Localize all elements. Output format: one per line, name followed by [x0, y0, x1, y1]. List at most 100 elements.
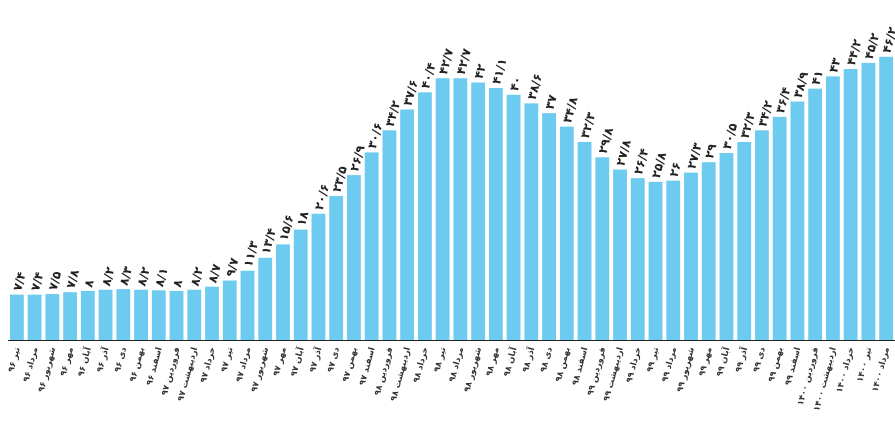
x-tick-label-14: شهریور ۹۷ — [250, 346, 272, 393]
x-tick-label-42: دی ۹۹ — [752, 346, 768, 374]
bar-17 — [311, 213, 326, 340]
bar-16 — [293, 229, 308, 340]
bar-42 — [755, 130, 769, 340]
data-label-24: ۴۲/۷ — [436, 46, 457, 76]
x-tick-label-6: دی ۹۶ — [113, 346, 129, 374]
x-tick-label-38: شهریور ۹۹ — [675, 346, 697, 393]
bar-22 — [400, 109, 415, 340]
data-label-46: ۴۳ — [826, 56, 843, 74]
x-tick-label-13: مرداد ۹۷ — [235, 346, 254, 383]
data-label-17: ۲۰/۶ — [312, 182, 332, 211]
x-tick-label-48: تیر ۱۴۰۰ — [855, 346, 874, 383]
bar-38 — [684, 172, 698, 340]
bar-45 — [808, 88, 823, 341]
bar-0 — [9, 294, 24, 340]
x-tick-label-47: خرداد ۱۴۰۰ — [835, 346, 857, 394]
bars-group — [9, 56, 894, 341]
x-tick-label-41: آذر ۹۹ — [732, 345, 750, 374]
data-label-8: ۸/۱ — [152, 266, 170, 288]
data-label-25: ۴۲/۷ — [454, 46, 475, 76]
bar-30 — [542, 113, 556, 340]
data-label-15: ۱۵/۶ — [276, 213, 296, 242]
bar-41 — [737, 141, 752, 340]
x-tick-label-12: تیر ۹۷ — [219, 346, 235, 373]
data-label-28: ۴۰ — [507, 75, 524, 93]
x-tick-label-23: خرداد ۹۸ — [412, 346, 431, 384]
x-tick-label-15: مهر ۹۷ — [272, 346, 289, 377]
x-tick-label-40: آبان ۹۹ — [713, 345, 733, 378]
bar-14 — [258, 257, 273, 340]
data-label-34: ۲۷/۸ — [613, 138, 634, 168]
data-label-10: ۸/۲ — [188, 265, 207, 288]
bar-44 — [790, 101, 805, 340]
x-tick-label-37: مرداد ۹۹ — [660, 346, 679, 383]
bar-13 — [240, 270, 255, 340]
data-label-45: ۴۱ — [809, 69, 826, 87]
bar-29 — [524, 103, 539, 341]
data-label-32: ۳۲/۳ — [578, 110, 599, 140]
x-tick-label-36: تیر ۹۹ — [645, 346, 661, 373]
data-label-18: ۲۳/۵ — [330, 165, 350, 194]
bar-48 — [861, 62, 876, 341]
x-tick-label-30: دی ۹۸ — [539, 346, 555, 374]
x-tick-label-16: آبان ۹۷ — [287, 345, 307, 378]
bar-47 — [843, 69, 858, 340]
data-label-39: ۲۹ — [702, 142, 719, 160]
data-label-23: ۴۰/۴ — [418, 61, 438, 90]
bar-32 — [577, 141, 592, 340]
bar-49 — [879, 56, 894, 341]
x-tick-label-31: بهمن ۹۸ — [554, 346, 573, 383]
x-tick-label-24: تیر ۹۸ — [432, 346, 448, 373]
x-tick-label-27: مهر ۹۸ — [484, 346, 501, 377]
bar-18 — [329, 195, 344, 340]
bar-20 — [364, 152, 379, 340]
data-label-4: ۸ — [81, 277, 97, 288]
data-label-44: ۳۸/۹ — [791, 70, 812, 100]
x-tick-label-35: خرداد ۹۹ — [625, 346, 644, 384]
bar-21 — [382, 130, 397, 340]
x-tick-label-7: بهمن ۹۶ — [128, 346, 147, 383]
x-tick-label-39: مهر ۹۹ — [697, 346, 714, 377]
bar-40 — [719, 153, 734, 340]
bar-10 — [187, 289, 202, 340]
data-label-35: ۲۶/۴ — [631, 147, 651, 176]
bar-34 — [613, 169, 627, 340]
data-label-48: ۴۵/۲ — [862, 31, 883, 61]
data-label-49: ۴۶/۲ — [880, 25, 895, 55]
data-label-5: ۸/۲ — [99, 265, 118, 288]
data-label-29: ۳۸/۶ — [525, 72, 545, 101]
x-tick-label-18: دی ۹۷ — [326, 346, 342, 374]
x-tick-label-3: مهر ۹۶ — [59, 346, 76, 377]
x-tick-label-25: مرداد ۹۸ — [447, 346, 466, 383]
bar-25 — [453, 78, 468, 340]
x-tick-label-44: اسفند ۹۹ — [784, 346, 804, 386]
x-tick-label-19: بهمن ۹۷ — [341, 346, 360, 383]
data-label-22: ۳۷/۶ — [401, 78, 421, 107]
data-label-6: ۸/۳ — [117, 264, 136, 287]
x-tick-label-26: شهریور ۹۸ — [462, 346, 484, 393]
bar-28 — [506, 94, 521, 340]
bar-11 — [205, 286, 219, 340]
data-label-14: ۱۳/۴ — [259, 227, 279, 256]
data-label-43: ۳۶/۴ — [773, 86, 793, 115]
data-label-2: ۷/۵ — [46, 270, 64, 292]
bar-8 — [151, 290, 166, 340]
data-label-21: ۳۴/۲ — [383, 98, 404, 128]
data-label-47: ۴۴/۲ — [844, 37, 865, 67]
x-tick-label-4: آبان ۹۶ — [74, 345, 94, 378]
x-tick-label-2: شهریور ۹۶ — [37, 346, 59, 393]
bar-46 — [825, 76, 840, 340]
x-tick-label-5: آذر ۹۶ — [93, 345, 111, 374]
data-label-36: ۲۵/۸ — [649, 150, 670, 180]
data-label-30: ۳۷ — [542, 93, 559, 111]
x-tick-label-32: اسفند ۹۸ — [571, 346, 591, 386]
x-tick-label-29: آذر ۹۸ — [519, 345, 537, 374]
bar-33 — [595, 157, 610, 340]
bar-19 — [347, 175, 361, 340]
data-label-20: ۳۰/۶ — [365, 121, 385, 150]
data-label-0: ۷/۴ — [10, 270, 28, 292]
bar-31 — [559, 126, 574, 340]
x-tick-label-20: اسفند ۹۷ — [358, 346, 378, 386]
